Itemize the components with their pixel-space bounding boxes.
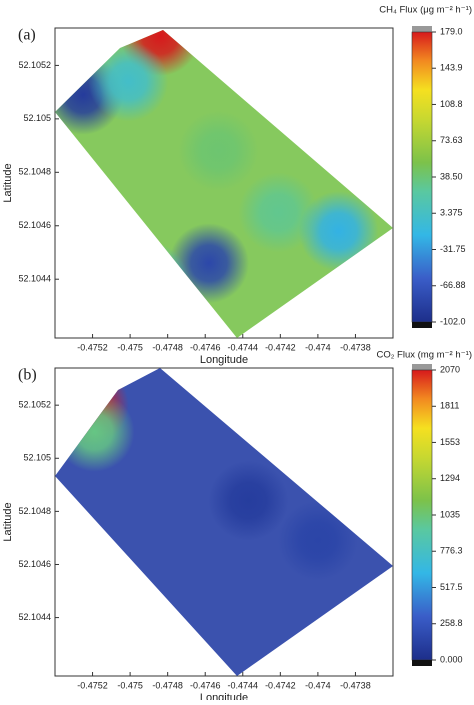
y-tick-label: 52.1044 (18, 612, 51, 622)
colorbar-tick-label: -66.88 (440, 280, 466, 290)
y-tick-label: 52.1048 (18, 506, 51, 516)
colorbar-tick-label: 517.5 (440, 582, 463, 592)
x-tick-label: -0.4752 (77, 680, 108, 690)
y-tick-label: 52.1046 (18, 559, 51, 569)
flux-point (238, 172, 319, 253)
x-tick-label: -0.4748 (152, 680, 183, 690)
colorbar-title: CH₄ Flux (μg m⁻² h⁻¹) (379, 5, 472, 16)
y-axis-title: Latitude (2, 163, 14, 202)
x-tick-label: -0.4744 (228, 342, 259, 352)
flux-point (178, 110, 259, 191)
panel-label: (a) (18, 27, 36, 44)
y-tick-label: 52.1046 (18, 220, 51, 230)
colorbar-tick-label: 1294 (440, 473, 460, 483)
x-axis-title: Longitude (200, 354, 248, 366)
colorbar-tick-label: 776.3 (440, 546, 463, 556)
y-axis-title: Latitude (2, 502, 14, 541)
flux-point (298, 191, 379, 272)
x-axis-title: Longitude (200, 692, 248, 700)
panel-label: (b) (18, 367, 37, 384)
y-tick-label: 52.1052 (18, 400, 51, 410)
y-tick-label: 52.105 (23, 453, 51, 463)
colorbar-cap-top (412, 26, 432, 32)
colorbar-tick-label: 143.9 (440, 63, 463, 73)
x-tick-label: -0.475 (117, 680, 143, 690)
colorbar-tick-label: 258.8 (440, 618, 463, 628)
x-tick-label: -0.4742 (265, 342, 296, 352)
x-tick-label: -0.474 (305, 342, 331, 352)
colorbar (411, 369, 433, 661)
x-tick-label: -0.4738 (340, 342, 371, 352)
x-tick-label: -0.4748 (152, 342, 183, 352)
flux-point (208, 460, 289, 541)
y-tick-label: 52.105 (23, 113, 51, 123)
x-tick-label: -0.4746 (190, 342, 221, 352)
colorbar-tick-label: 179.0 (440, 26, 463, 36)
colorbar-tick-label: 2070 (440, 364, 460, 374)
colorbar-tick-label: -31.75 (440, 244, 466, 254)
colorbar-cap-bottom (412, 322, 432, 328)
x-tick-label: -0.4746 (190, 680, 221, 690)
x-tick-label: -0.4742 (265, 680, 296, 690)
x-tick-label: -0.474 (305, 680, 331, 690)
colorbar-tick-label: 38.50 (440, 171, 463, 181)
x-tick-label: -0.4744 (228, 680, 259, 690)
colorbar-tick-label: -102.0 (440, 316, 466, 326)
flux-point (88, 41, 169, 122)
colorbar-cap-bottom (412, 660, 432, 666)
colorbar-title: CO₂ Flux (mg m⁻² h⁻¹) (376, 350, 472, 361)
x-tick-label: -0.4752 (77, 342, 108, 352)
colorbar-tick-label: 1553 (440, 437, 460, 447)
y-tick-label: 52.1044 (18, 274, 51, 284)
colorbar-tick-label: 73.63 (440, 135, 463, 145)
y-tick-label: 52.1052 (18, 60, 51, 70)
x-tick-label: -0.475 (117, 342, 143, 352)
colorbar-tick-label: 3.375 (440, 208, 463, 218)
x-tick-label: -0.4738 (340, 680, 371, 690)
colorbar-tick-label: 1811 (440, 401, 459, 411)
colorbar (411, 31, 433, 323)
colorbar-tick-label: 0.000 (440, 654, 463, 664)
colorbar-tick-label: 1035 (440, 509, 460, 519)
y-tick-label: 52.1048 (18, 167, 51, 177)
colorbar-cap-top (412, 364, 432, 370)
flux-point (277, 500, 358, 581)
colorbar-tick-label: 108.8 (440, 99, 463, 109)
